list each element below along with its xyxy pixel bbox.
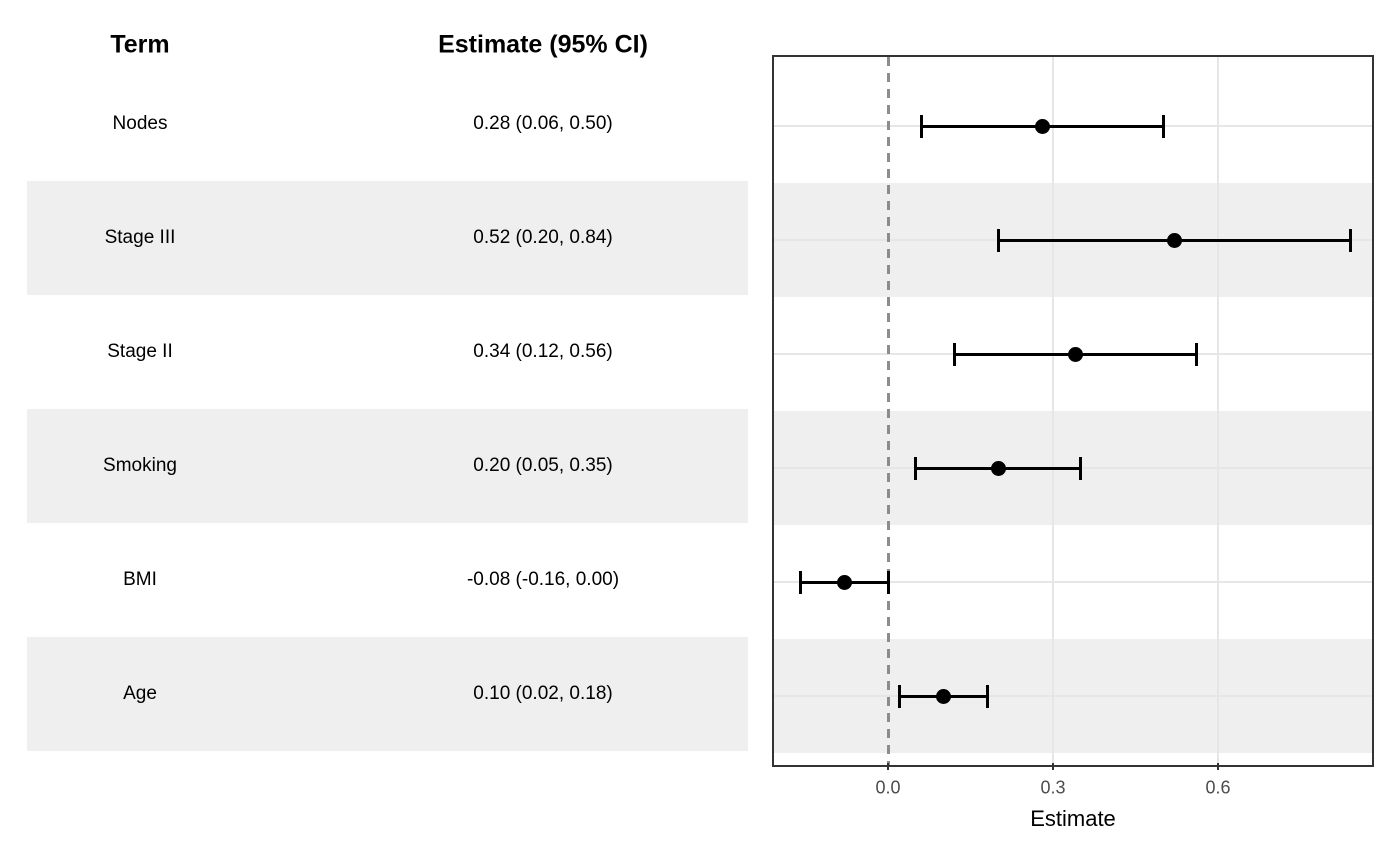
table-term-cell: Age — [123, 683, 157, 704]
forest-point — [1067, 346, 1083, 362]
gridline-horizontal — [774, 695, 1372, 697]
table-estimate-cell: 0.52 (0.20, 0.84) — [473, 227, 613, 248]
forest-errorbar-cap-high — [886, 570, 890, 594]
forest-errorbar-cap-low — [897, 684, 901, 708]
table-row-stripe — [27, 409, 748, 523]
forest-point — [935, 688, 951, 704]
x-tick-label: 0.6 — [1205, 777, 1231, 798]
forest-errorbar-cap-high — [1161, 114, 1165, 138]
forest-point — [1034, 118, 1050, 134]
x-tick-label: 0.0 — [875, 777, 901, 798]
table-estimate-cell: 0.20 (0.05, 0.35) — [473, 455, 613, 476]
forest-errorbar-cap-low — [996, 228, 1000, 252]
table-term-cell: Stage III — [104, 227, 176, 248]
x-tick-label: 0.3 — [1040, 777, 1066, 798]
x-axis-tick — [1217, 763, 1219, 770]
x-axis-title: Estimate — [1030, 806, 1116, 831]
forest-errorbar-cap-low — [798, 570, 802, 594]
table-estimate-cell: -0.08 (-0.16, 0.00) — [466, 569, 620, 590]
table-estimate-cell: 0.28 (0.06, 0.50) — [473, 113, 613, 134]
forest-errorbar-cap-high — [985, 684, 989, 708]
forest-errorbar-cap-low — [919, 114, 923, 138]
table-term-cell: BMI — [123, 569, 157, 590]
gridline-vertical — [1052, 57, 1054, 765]
forest-point — [990, 460, 1006, 476]
table-row-stripe — [27, 181, 748, 295]
forest-point — [836, 574, 852, 590]
table-estimate-cell: 0.34 (0.12, 0.56) — [473, 341, 613, 362]
gridline-horizontal — [774, 581, 1372, 583]
forest-errorbar-cap-high — [1079, 456, 1082, 480]
table-term-cell: Smoking — [103, 455, 177, 476]
plot-panel — [772, 55, 1374, 767]
table-estimate-cell: 0.10 (0.02, 0.18) — [473, 683, 613, 704]
forest-errorbar-cap-high — [1194, 342, 1198, 366]
x-axis-tick — [887, 763, 889, 770]
table-row-stripe — [27, 637, 748, 751]
forest-errorbar-cap-low — [952, 342, 956, 366]
table-term-cell: Nodes — [112, 113, 168, 134]
table-term-cell: Stage II — [107, 341, 173, 362]
gridline-vertical — [1217, 57, 1219, 765]
x-axis-tick — [1052, 763, 1054, 770]
forest-point — [1166, 232, 1182, 248]
forest-errorbar-cap-high — [1348, 228, 1352, 252]
table-header-estimate: Estimate (95% CI) — [438, 30, 648, 59]
table-header-term: Term — [110, 30, 170, 59]
forest-errorbar-cap-low — [914, 456, 917, 480]
zero-reference-line — [886, 57, 890, 765]
